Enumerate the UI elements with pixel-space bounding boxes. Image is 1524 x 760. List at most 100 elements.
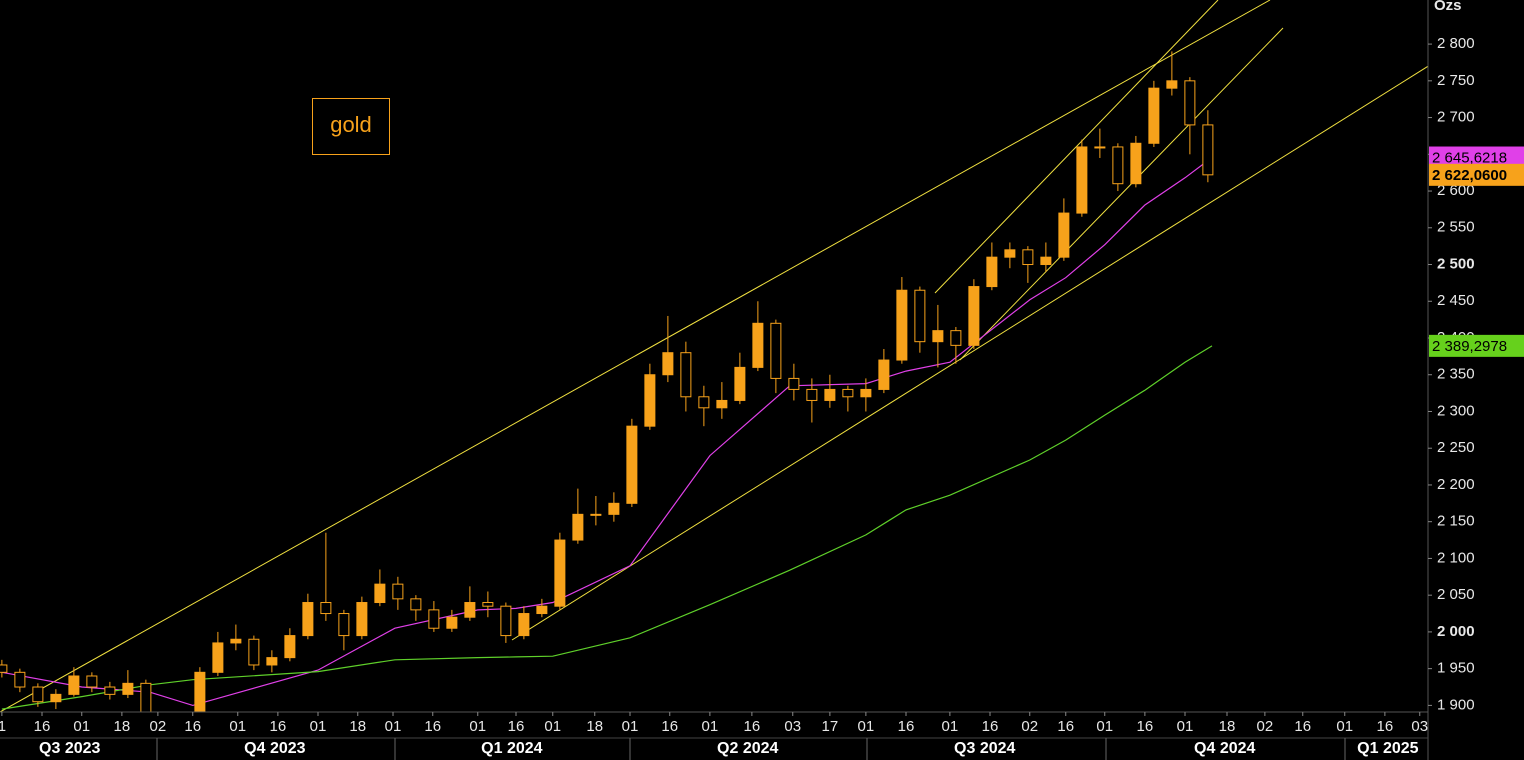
candle-body [950,330,962,346]
candle-body [842,388,854,398]
candle-body [212,642,224,673]
quarter-label: Q3 2024 [954,740,1015,757]
y-tick-label: 2 450 [1437,292,1475,309]
x-tick-label: 16 [34,718,51,735]
price-tag [1429,334,1524,357]
candle-body [932,330,944,343]
candle-body [194,671,206,712]
candle-body [284,635,296,659]
x-tick-label: 02 [1021,718,1038,735]
x-tick-label: 01 [310,718,327,735]
candle-body [1076,146,1088,214]
y-tick-label: 1 900 [1437,696,1475,713]
candle-body [428,609,440,629]
moving-average-line [1,345,1213,710]
quarter-label: Q2 2024 [717,740,778,757]
legend-box [312,98,390,155]
candle-body [1058,212,1070,258]
candle-body [302,602,314,637]
price-tag [1429,146,1524,169]
trend-line [0,0,1271,712]
candle-body [878,359,890,390]
candle-body [1004,249,1016,258]
legend-label: gold [330,112,372,137]
candle-body [752,322,764,368]
y-tick-label: 2 000 [1437,623,1475,640]
price-tag [1429,163,1524,186]
candle-body [338,613,350,637]
price-tag-label: 2 645,6218 [1432,149,1507,166]
x-tick-label: 01 [622,718,639,735]
candle-body [50,693,62,703]
candle-body [608,502,620,515]
x-tick-label: 16 [270,718,287,735]
x-tick-label: 16 [1294,718,1311,735]
candle-body [788,377,800,390]
candle-body [482,602,494,607]
candle-body [32,686,44,703]
x-tick-label: 18 [586,718,603,735]
candle-body [1148,87,1160,144]
x-tick-label: 02 [150,718,167,735]
x-tick-label: 01 [544,718,561,735]
candle-body [554,539,566,607]
x-tick-label: 01 [702,718,719,735]
candle-body [1022,249,1034,266]
quarter-label: Q4 2024 [1194,740,1255,757]
candle-body [1166,80,1178,89]
candle-body [968,286,980,346]
candle-body [986,256,998,288]
candle-body [806,388,818,401]
x-tick-label: 1 [0,718,6,735]
unit-label: Ozs [1434,0,1462,14]
candle-body [410,598,422,611]
candle-body [770,322,782,379]
x-tick-label: 01 [858,718,875,735]
x-tick-label: 16 [1137,718,1154,735]
candle-body [518,613,530,637]
candle-body [500,605,512,637]
trend-line [511,65,1428,641]
candle-body [536,605,548,615]
moving-average-line [1,157,1213,707]
candle-body [0,664,8,673]
candle-body [644,374,656,427]
candle-body [680,352,692,398]
y-tick-label: 2 700 [1437,109,1475,126]
x-tick-label: 16 [424,718,441,735]
y-tick-label: 2 500 [1437,255,1475,272]
candle-body [14,671,26,688]
x-tick-label: 16 [661,718,678,735]
quarter-label: Q4 2023 [244,740,305,757]
candle-body [1040,256,1052,266]
y-tick-label: 2 600 [1437,182,1475,199]
candle-body [572,513,584,541]
x-tick-label: 01 [1096,718,1113,735]
candle-body [356,602,368,637]
x-tick-label: 01 [469,718,486,735]
y-tick-label: 2 300 [1437,402,1475,419]
x-tick-label: 18 [114,718,131,735]
x-tick-label: 16 [982,718,999,735]
y-tick-label: 2 750 [1437,72,1475,89]
candle-body [248,638,260,666]
y-tick-label: 2 550 [1437,219,1475,236]
candle-body [896,289,908,361]
candle-body [1184,80,1196,126]
price-tag-label: 2 622,0600 [1432,167,1507,184]
quarter-label: Q1 2025 [1357,740,1418,757]
y-tick-label: 2 050 [1437,586,1475,603]
candle-body [590,513,602,516]
x-tick-label: 02 [1257,718,1274,735]
candle-body [716,399,728,409]
candle-body [122,682,134,695]
candle-body [86,675,98,688]
y-tick-label: 2 350 [1437,366,1475,383]
candle-body [140,682,152,712]
trend-line [959,27,1284,361]
x-tick-label: 16 [898,718,915,735]
candle-body [1202,124,1214,176]
x-tick-label: 16 [744,718,761,735]
